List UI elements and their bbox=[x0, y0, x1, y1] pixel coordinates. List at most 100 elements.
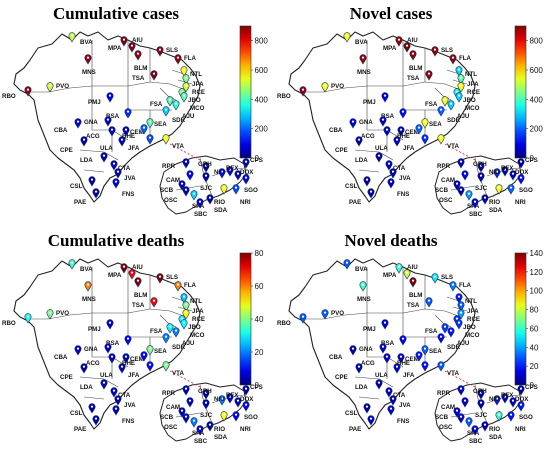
colorbar-gradient bbox=[239, 252, 252, 386]
city-label: CBA bbox=[54, 354, 68, 361]
marker-fla: FLA bbox=[174, 281, 197, 292]
marker-bfx: BFX bbox=[501, 165, 514, 177]
city-label: CPS bbox=[525, 384, 538, 391]
city-label: JPA bbox=[467, 308, 479, 315]
marker-sgo: SGO bbox=[517, 401, 533, 421]
pin-hole bbox=[439, 335, 443, 338]
pin-icon bbox=[104, 116, 112, 127]
pin-icon bbox=[166, 323, 174, 334]
marker-fns: FNS bbox=[112, 405, 134, 425]
pin-icon bbox=[437, 333, 445, 344]
pin-icon bbox=[146, 345, 154, 356]
pin-icon bbox=[242, 158, 250, 169]
pin-icon bbox=[455, 319, 463, 330]
city-label: FLA bbox=[184, 282, 197, 289]
city-label: NRI bbox=[240, 199, 251, 206]
marker-scb: SCB bbox=[160, 407, 186, 421]
marker-ntl: NTL bbox=[455, 66, 477, 78]
city-label: PMJ bbox=[88, 99, 101, 106]
pin-icon bbox=[447, 100, 455, 111]
marker-blm: BLM bbox=[409, 50, 422, 72]
marker-mco: MCO bbox=[180, 319, 205, 339]
city-label: DQX bbox=[515, 396, 529, 403]
state-border bbox=[30, 312, 93, 320]
pin-hole bbox=[184, 84, 188, 87]
marker-bva: BVA bbox=[68, 259, 93, 273]
marker-vta: VTA bbox=[162, 134, 184, 150]
pin-hole bbox=[126, 110, 130, 113]
pin-icon bbox=[182, 82, 190, 93]
pin-icon bbox=[118, 363, 126, 374]
city-label: FSA bbox=[150, 101, 163, 108]
pin-hole bbox=[365, 178, 369, 181]
pin-hole bbox=[479, 391, 483, 394]
pin-icon bbox=[220, 411, 228, 422]
pin-hole bbox=[168, 98, 172, 101]
pin-icon bbox=[114, 395, 122, 406]
city-label: NTL bbox=[190, 298, 202, 305]
pin-icon bbox=[321, 82, 329, 93]
pin-hole bbox=[192, 192, 196, 195]
city-label: SCB bbox=[435, 414, 449, 421]
city-label: RBO bbox=[2, 93, 16, 100]
marker-tsa: TSA bbox=[407, 70, 433, 82]
state-border bbox=[79, 149, 119, 161]
pin-hole bbox=[236, 399, 240, 402]
city-label: SLS bbox=[166, 274, 178, 281]
pin-icon bbox=[178, 407, 186, 418]
city-label: CPE bbox=[335, 147, 348, 154]
city-label: AJU bbox=[182, 113, 195, 120]
pin-hole bbox=[381, 118, 385, 121]
pin-hole bbox=[148, 120, 152, 123]
marker-sea: SEA bbox=[146, 345, 167, 356]
marker-bva: BVA bbox=[68, 32, 93, 46]
pin-hole bbox=[377, 381, 381, 384]
pin-hole bbox=[164, 363, 168, 366]
city-label: ULA bbox=[375, 145, 388, 152]
pin-icon bbox=[375, 379, 383, 390]
pin-icon bbox=[150, 70, 158, 81]
pin-icon bbox=[100, 379, 108, 390]
marker-ula: ULA bbox=[375, 363, 401, 379]
country-outline bbox=[13, 31, 201, 203]
pin-icon bbox=[395, 263, 403, 274]
marker-tsa: TSA bbox=[132, 70, 158, 82]
city-label: NTL bbox=[465, 71, 477, 78]
marker-jfa: JFA bbox=[128, 361, 154, 379]
city-label: DQX bbox=[240, 396, 254, 403]
marker-rpr: RPR bbox=[162, 385, 190, 397]
markers-layer: BVAMNSRBOPVOAIUMPABLMSLSTSAFLANTLJPARCEJ… bbox=[277, 32, 538, 218]
marker-rbo: RBO bbox=[2, 313, 32, 327]
marker-sdr: SDR bbox=[437, 106, 461, 124]
marker-pae: PAE bbox=[74, 415, 100, 433]
marker-rio: RIO bbox=[214, 411, 228, 433]
pin-hole bbox=[391, 397, 395, 400]
pin-icon bbox=[367, 188, 375, 199]
city-label: NRI bbox=[515, 426, 526, 433]
marker-fns: FNS bbox=[112, 178, 134, 198]
pin-icon bbox=[172, 327, 180, 338]
pin-icon bbox=[409, 50, 417, 61]
pin-hole bbox=[120, 365, 124, 368]
pin-icon bbox=[299, 86, 307, 97]
pin-hole bbox=[423, 120, 427, 123]
marker-jva: JVA bbox=[114, 395, 136, 409]
pin-icon bbox=[122, 126, 130, 137]
city-label: PMJ bbox=[88, 326, 101, 333]
pin-icon bbox=[232, 184, 240, 195]
marker-spa: SPA bbox=[190, 190, 205, 210]
marker-pmj: PMJ bbox=[88, 92, 114, 106]
marker-nri: NRI bbox=[507, 184, 526, 206]
city-label: PAE bbox=[74, 426, 86, 433]
city-label: FSA bbox=[425, 101, 438, 108]
marker-sda: SDA bbox=[481, 421, 503, 441]
pin-hole bbox=[405, 44, 409, 47]
city-label: RIO bbox=[214, 426, 225, 433]
marker-pmj: PMJ bbox=[363, 319, 389, 333]
pin-icon bbox=[180, 92, 188, 103]
pin-hole bbox=[463, 172, 467, 175]
pin-icon bbox=[383, 126, 391, 137]
pin-hole bbox=[395, 138, 399, 141]
city-label: MNS bbox=[82, 296, 96, 303]
pin-icon bbox=[321, 309, 329, 320]
